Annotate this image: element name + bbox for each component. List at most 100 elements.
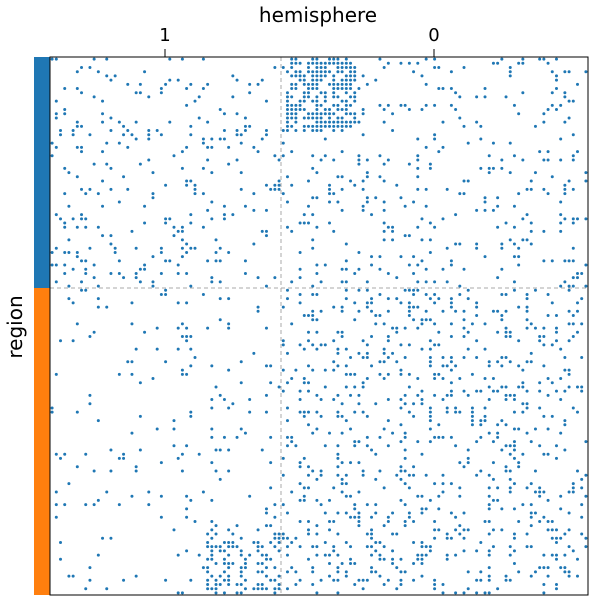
adjacency-point xyxy=(63,87,67,91)
adjacency-point xyxy=(487,385,491,389)
adjacency-point xyxy=(424,507,428,511)
adjacency-point xyxy=(353,372,357,376)
adjacency-point xyxy=(420,217,424,221)
adjacency-point xyxy=(575,150,579,154)
adjacency-point xyxy=(542,229,546,233)
adjacency-point xyxy=(311,292,315,296)
adjacency-point xyxy=(311,318,315,322)
adjacency-point xyxy=(75,225,79,229)
adjacency-point xyxy=(441,309,445,313)
adjacency-point xyxy=(416,305,420,309)
adjacency-point xyxy=(75,322,79,326)
adjacency-point xyxy=(559,158,563,162)
adjacency-point xyxy=(122,578,126,582)
adjacency-point xyxy=(512,549,516,553)
adjacency-point xyxy=(298,61,302,65)
adjacency-point xyxy=(214,545,218,549)
adjacency-point xyxy=(214,385,218,389)
adjacency-point xyxy=(529,440,533,444)
adjacency-point xyxy=(395,587,399,591)
adjacency-point xyxy=(311,284,315,288)
adjacency-point xyxy=(483,419,487,423)
adjacency-point xyxy=(227,553,231,557)
adjacency-point xyxy=(281,192,285,196)
adjacency-point xyxy=(138,267,142,271)
adjacency-point xyxy=(407,372,411,376)
adjacency-point xyxy=(315,292,319,296)
adjacency-point xyxy=(567,99,571,103)
adjacency-point xyxy=(500,246,504,250)
adjacency-point xyxy=(340,309,344,313)
adjacency-point xyxy=(294,570,298,574)
adjacency-point xyxy=(235,129,239,133)
adjacency-point xyxy=(563,419,567,423)
adjacency-point xyxy=(201,141,205,145)
adjacency-point xyxy=(365,414,369,418)
adjacency-point xyxy=(542,591,546,595)
adjacency-point xyxy=(222,591,226,595)
adjacency-point xyxy=(122,456,126,460)
adjacency-point xyxy=(449,259,453,263)
adjacency-point xyxy=(441,473,445,477)
adjacency-point xyxy=(306,381,310,385)
adjacency-point xyxy=(357,578,361,582)
adjacency-point xyxy=(306,112,310,116)
adjacency-point xyxy=(294,74,298,78)
adjacency-point xyxy=(428,297,432,301)
adjacency-point xyxy=(580,389,584,393)
adjacency-point xyxy=(180,368,184,372)
adjacency-point xyxy=(504,95,508,99)
adjacency-point xyxy=(571,276,575,280)
adjacency-point xyxy=(277,536,281,540)
adjacency-point xyxy=(458,461,462,465)
adjacency-point xyxy=(340,120,344,124)
adjacency-point xyxy=(285,435,289,439)
adjacency-point xyxy=(252,351,256,355)
adjacency-point xyxy=(563,532,567,536)
adjacency-point xyxy=(357,515,361,519)
adjacency-point xyxy=(231,540,235,544)
adjacency-point xyxy=(340,61,344,65)
adjacency-point xyxy=(584,494,588,498)
adjacency-point xyxy=(323,66,327,70)
adjacency-point xyxy=(525,360,529,364)
adjacency-point xyxy=(458,494,462,498)
adjacency-point xyxy=(512,507,516,511)
adjacency-point xyxy=(462,528,466,532)
adjacency-point xyxy=(235,545,239,549)
adjacency-point xyxy=(206,570,210,574)
adjacency-point xyxy=(525,406,529,410)
adjacency-point xyxy=(260,570,264,574)
adjacency-point xyxy=(496,486,500,490)
adjacency-point xyxy=(374,511,378,515)
adjacency-point xyxy=(554,444,558,448)
adjacency-point xyxy=(344,82,348,86)
adjacency-point xyxy=(525,318,529,322)
adjacency-point xyxy=(239,570,243,574)
adjacency-point xyxy=(273,503,277,507)
adjacency-point xyxy=(416,137,420,141)
adjacency-point xyxy=(185,250,189,254)
adjacency-point xyxy=(340,561,344,565)
adjacency-point xyxy=(391,431,395,435)
adjacency-point xyxy=(311,313,315,317)
adjacency-point xyxy=(269,364,273,368)
adjacency-point xyxy=(370,301,374,305)
adjacency-point xyxy=(462,536,466,540)
adjacency-point xyxy=(96,419,100,423)
adjacency-point xyxy=(302,116,306,120)
adjacency-point xyxy=(113,250,117,254)
adjacency-point xyxy=(243,578,247,582)
adjacency-point xyxy=(491,377,495,381)
adjacency-point xyxy=(445,532,449,536)
adjacency-point xyxy=(227,406,231,410)
adjacency-point xyxy=(538,339,542,343)
adjacency-point xyxy=(298,389,302,393)
adjacency-point xyxy=(550,91,554,95)
adjacency-point xyxy=(458,192,462,196)
adjacency-point xyxy=(243,204,247,208)
adjacency-point xyxy=(420,74,424,78)
adjacency-point xyxy=(340,335,344,339)
adjacency-point xyxy=(210,528,214,532)
adjacency-point xyxy=(424,553,428,557)
